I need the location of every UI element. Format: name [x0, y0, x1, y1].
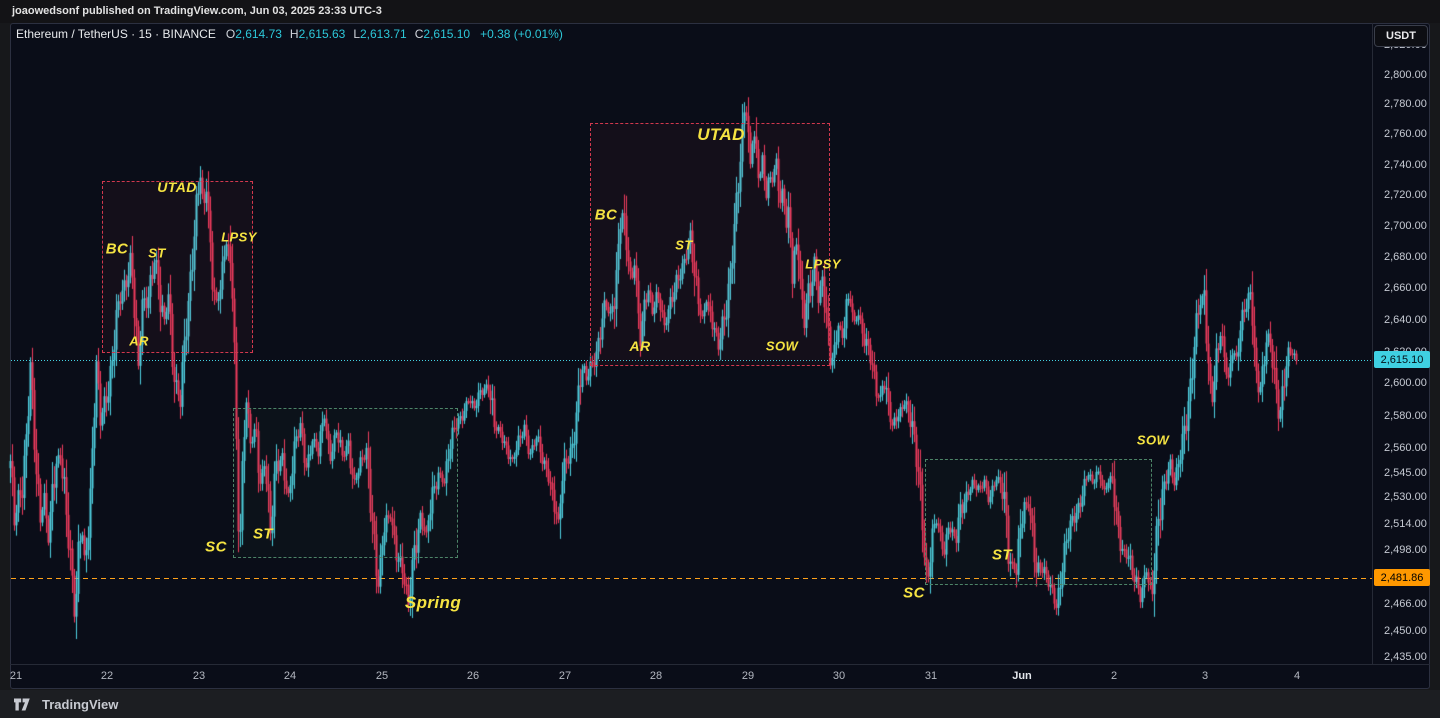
time-tick-label: 23	[192, 670, 206, 682]
time-tick-label: 25	[375, 670, 389, 682]
time-tick-label: 4	[1293, 670, 1301, 682]
wyckoff-label-sc[interactable]: SC	[205, 538, 227, 556]
time-tick-label: 29	[741, 670, 755, 682]
symbol-title: Ethereum / TetherUS · 15 · BINANCE	[16, 27, 216, 41]
current-price-label: 2,615.10	[1374, 351, 1430, 369]
time-tick-label: 28	[649, 670, 663, 682]
wyckoff-label-st[interactable]: ST	[148, 245, 166, 261]
price-tick-label: 2,680.00	[1384, 251, 1427, 264]
time-tick-label: 26	[466, 670, 480, 682]
time-tick-label: 30	[832, 670, 846, 682]
wyckoff-label-utad[interactable]: UTAD	[157, 179, 197, 195]
distribution-range-box[interactable]	[590, 123, 830, 366]
price-tick-label: 2,640.00	[1384, 313, 1427, 326]
time-tick-label: 3	[1201, 670, 1209, 682]
wyckoff-label-lpsy[interactable]: LPSY	[805, 256, 841, 272]
marked-price-label: 2,481.86	[1374, 569, 1430, 587]
accumulation-range-box[interactable]	[925, 459, 1152, 585]
wyckoff-label-lpsy[interactable]: LPSY	[221, 229, 257, 245]
time-tick-label: Jun	[1012, 670, 1032, 682]
currency-toggle-button[interactable]: USDT	[1374, 25, 1428, 47]
wyckoff-label-sow[interactable]: SOW	[1136, 432, 1170, 448]
ohlc-pair: C2,615.10	[414, 27, 471, 41]
price-tick-label: 2,545.00	[1384, 466, 1427, 479]
wyckoff-label-spring[interactable]: Spring	[404, 593, 462, 612]
wyckoff-label-sow[interactable]: SOW	[765, 338, 799, 354]
tradingview-brand-text[interactable]: TradingView	[42, 696, 119, 712]
accumulation-range-box[interactable]	[233, 408, 458, 558]
time-tick-label: 22	[100, 670, 114, 682]
price-tick-label: 2,600.00	[1384, 377, 1427, 390]
time-axis-separator	[10, 664, 1430, 665]
distribution-range-box[interactable]	[102, 181, 253, 353]
price-tick-label: 2,700.00	[1384, 220, 1427, 233]
chart-legend: Ethereum / TetherUS · 15 · BINANCE O2,61…	[16, 26, 563, 42]
price-tick-label: 2,660.00	[1384, 282, 1427, 295]
ohlc-pair: O2,614.73	[225, 27, 282, 41]
tradingview-logo-icon[interactable]	[14, 698, 35, 711]
wyckoff-label-bc[interactable]: BC	[105, 240, 129, 258]
time-tick-label: 31	[924, 670, 938, 682]
wyckoff-label-sc[interactable]: SC	[903, 584, 925, 602]
wyckoff-label-bc[interactable]: BC	[594, 206, 618, 224]
price-tick-label: 2,514.00	[1384, 517, 1427, 530]
price-tick-label: 2,720.00	[1384, 189, 1427, 202]
price-tick-label: 2,498.00	[1384, 544, 1427, 557]
price-tick-label: 2,530.00	[1384, 491, 1427, 504]
wyckoff-label-ar[interactable]: AR	[629, 338, 651, 354]
price-tick-label: 2,780.00	[1384, 98, 1427, 111]
footer-bar: TradingView	[0, 690, 1440, 718]
price-tick-label: 2,466.00	[1384, 598, 1427, 611]
price-tick-label: 2,435.00	[1384, 650, 1427, 663]
wyckoff-label-st[interactable]: ST	[675, 237, 693, 253]
price-tick-label: 2,580.00	[1384, 409, 1427, 422]
wyckoff-label-utad[interactable]: UTAD	[697, 125, 745, 144]
ohlc-values: O2,614.73 H2,615.63 L2,613.71 C2,615.10	[226, 27, 470, 41]
time-tick-label: 27	[558, 670, 572, 682]
ohlc-pair: H2,615.63	[289, 27, 346, 41]
time-tick-label: 21	[9, 670, 23, 682]
price-tick-label: 2,450.00	[1384, 625, 1427, 638]
wyckoff-label-st[interactable]: ST	[253, 525, 273, 543]
price-tick-label: 2,800.00	[1384, 68, 1427, 81]
price-tick-label: 2,560.00	[1384, 442, 1427, 455]
wyckoff-label-ar[interactable]: AR	[129, 333, 149, 349]
ohlc-pair: L2,613.71	[353, 27, 407, 41]
time-tick-label: 2	[1110, 670, 1118, 682]
time-tick-label: 24	[283, 670, 297, 682]
change-value: +0.38 (+0.01%)	[480, 27, 563, 41]
price-axis-separator	[1372, 23, 1373, 665]
wyckoff-label-st[interactable]: ST	[992, 546, 1012, 564]
price-tick-label: 2,760.00	[1384, 128, 1427, 141]
price-tick-label: 2,740.00	[1384, 158, 1427, 171]
